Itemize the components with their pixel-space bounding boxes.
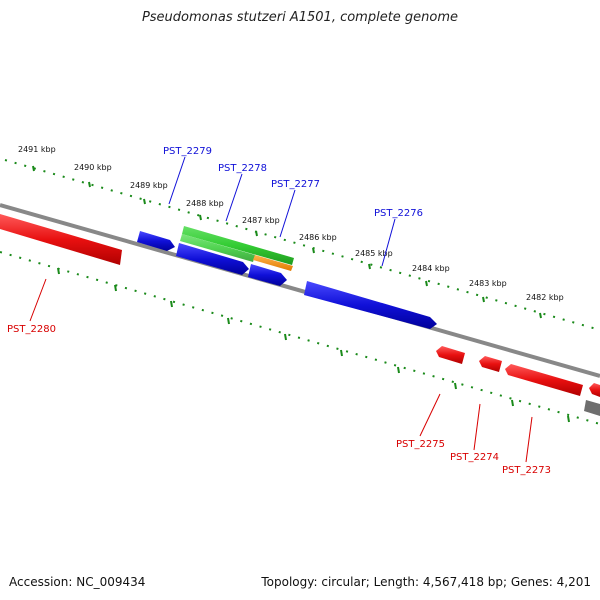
kbp-label: 2485 kbp	[355, 249, 393, 258]
genome-title: Pseudomonas stutzeri A1501, complete gen…	[141, 10, 459, 25]
gene-arrow-pst-2279[interactable]	[137, 231, 175, 251]
leader-lines	[29, 156, 533, 463]
gene-arrow-partial[interactable]	[589, 383, 600, 397]
gene-label-pst-2279[interactable]: PST_2279	[163, 146, 212, 157]
rna-feature-green	[182, 226, 294, 265]
gene-label-pst-2280[interactable]: PST_2280	[7, 324, 56, 335]
kbp-label: 2488 kbp	[186, 199, 224, 208]
rna-feature-green-2	[180, 234, 255, 262]
gene-arrow-pst-2274[interactable]	[479, 356, 502, 372]
kbp-label: 2482 kbp	[526, 293, 564, 302]
kbp-label: 2491 kbp	[18, 145, 56, 154]
rna-feature-orange	[253, 255, 293, 271]
inner-major-ticks	[57, 267, 570, 423]
kbp-label: 2490 kbp	[74, 163, 112, 172]
kbp-label: 2484 kbp	[412, 264, 450, 273]
gene-arrow-pst-2280[interactable]	[0, 214, 122, 265]
gene-arrow-pst-2278[interactable]	[176, 243, 249, 275]
genome-backbone	[0, 203, 600, 378]
outer-major-ticks	[32, 165, 542, 319]
gene-label-pst-2273[interactable]: PST_2273	[502, 465, 551, 476]
gene-arrow-pst-2275[interactable]	[436, 346, 465, 364]
gene-label-pst-2274[interactable]: PST_2274	[450, 452, 499, 463]
inner-tick-ring	[0, 251, 600, 425]
gene-label-pst-2278[interactable]: PST_2278	[218, 163, 267, 174]
gene-arrow-pst-2273[interactable]	[505, 364, 583, 396]
gene-arrow-pst-2276[interactable]	[304, 281, 437, 329]
gene-label-pst-2275[interactable]: PST_2275	[396, 439, 445, 450]
kbp-label: 2487 kbp	[242, 216, 280, 225]
accession-label: Accession: NC_009434	[9, 575, 146, 589]
topology-summary: Topology: circular; Length: 4,567,418 bp…	[261, 575, 591, 589]
kbp-label: 2489 kbp	[130, 181, 168, 190]
gene-label-pst-2277[interactable]: PST_2277	[271, 179, 320, 190]
kbp-label: 2486 kbp	[299, 233, 337, 242]
kbp-label: 2483 kbp	[469, 279, 507, 288]
gene-arrow-pst-2277[interactable]	[248, 264, 287, 286]
gene-label-pst-2276[interactable]: PST_2276	[374, 208, 423, 219]
gray-feature-partial	[584, 400, 600, 416]
